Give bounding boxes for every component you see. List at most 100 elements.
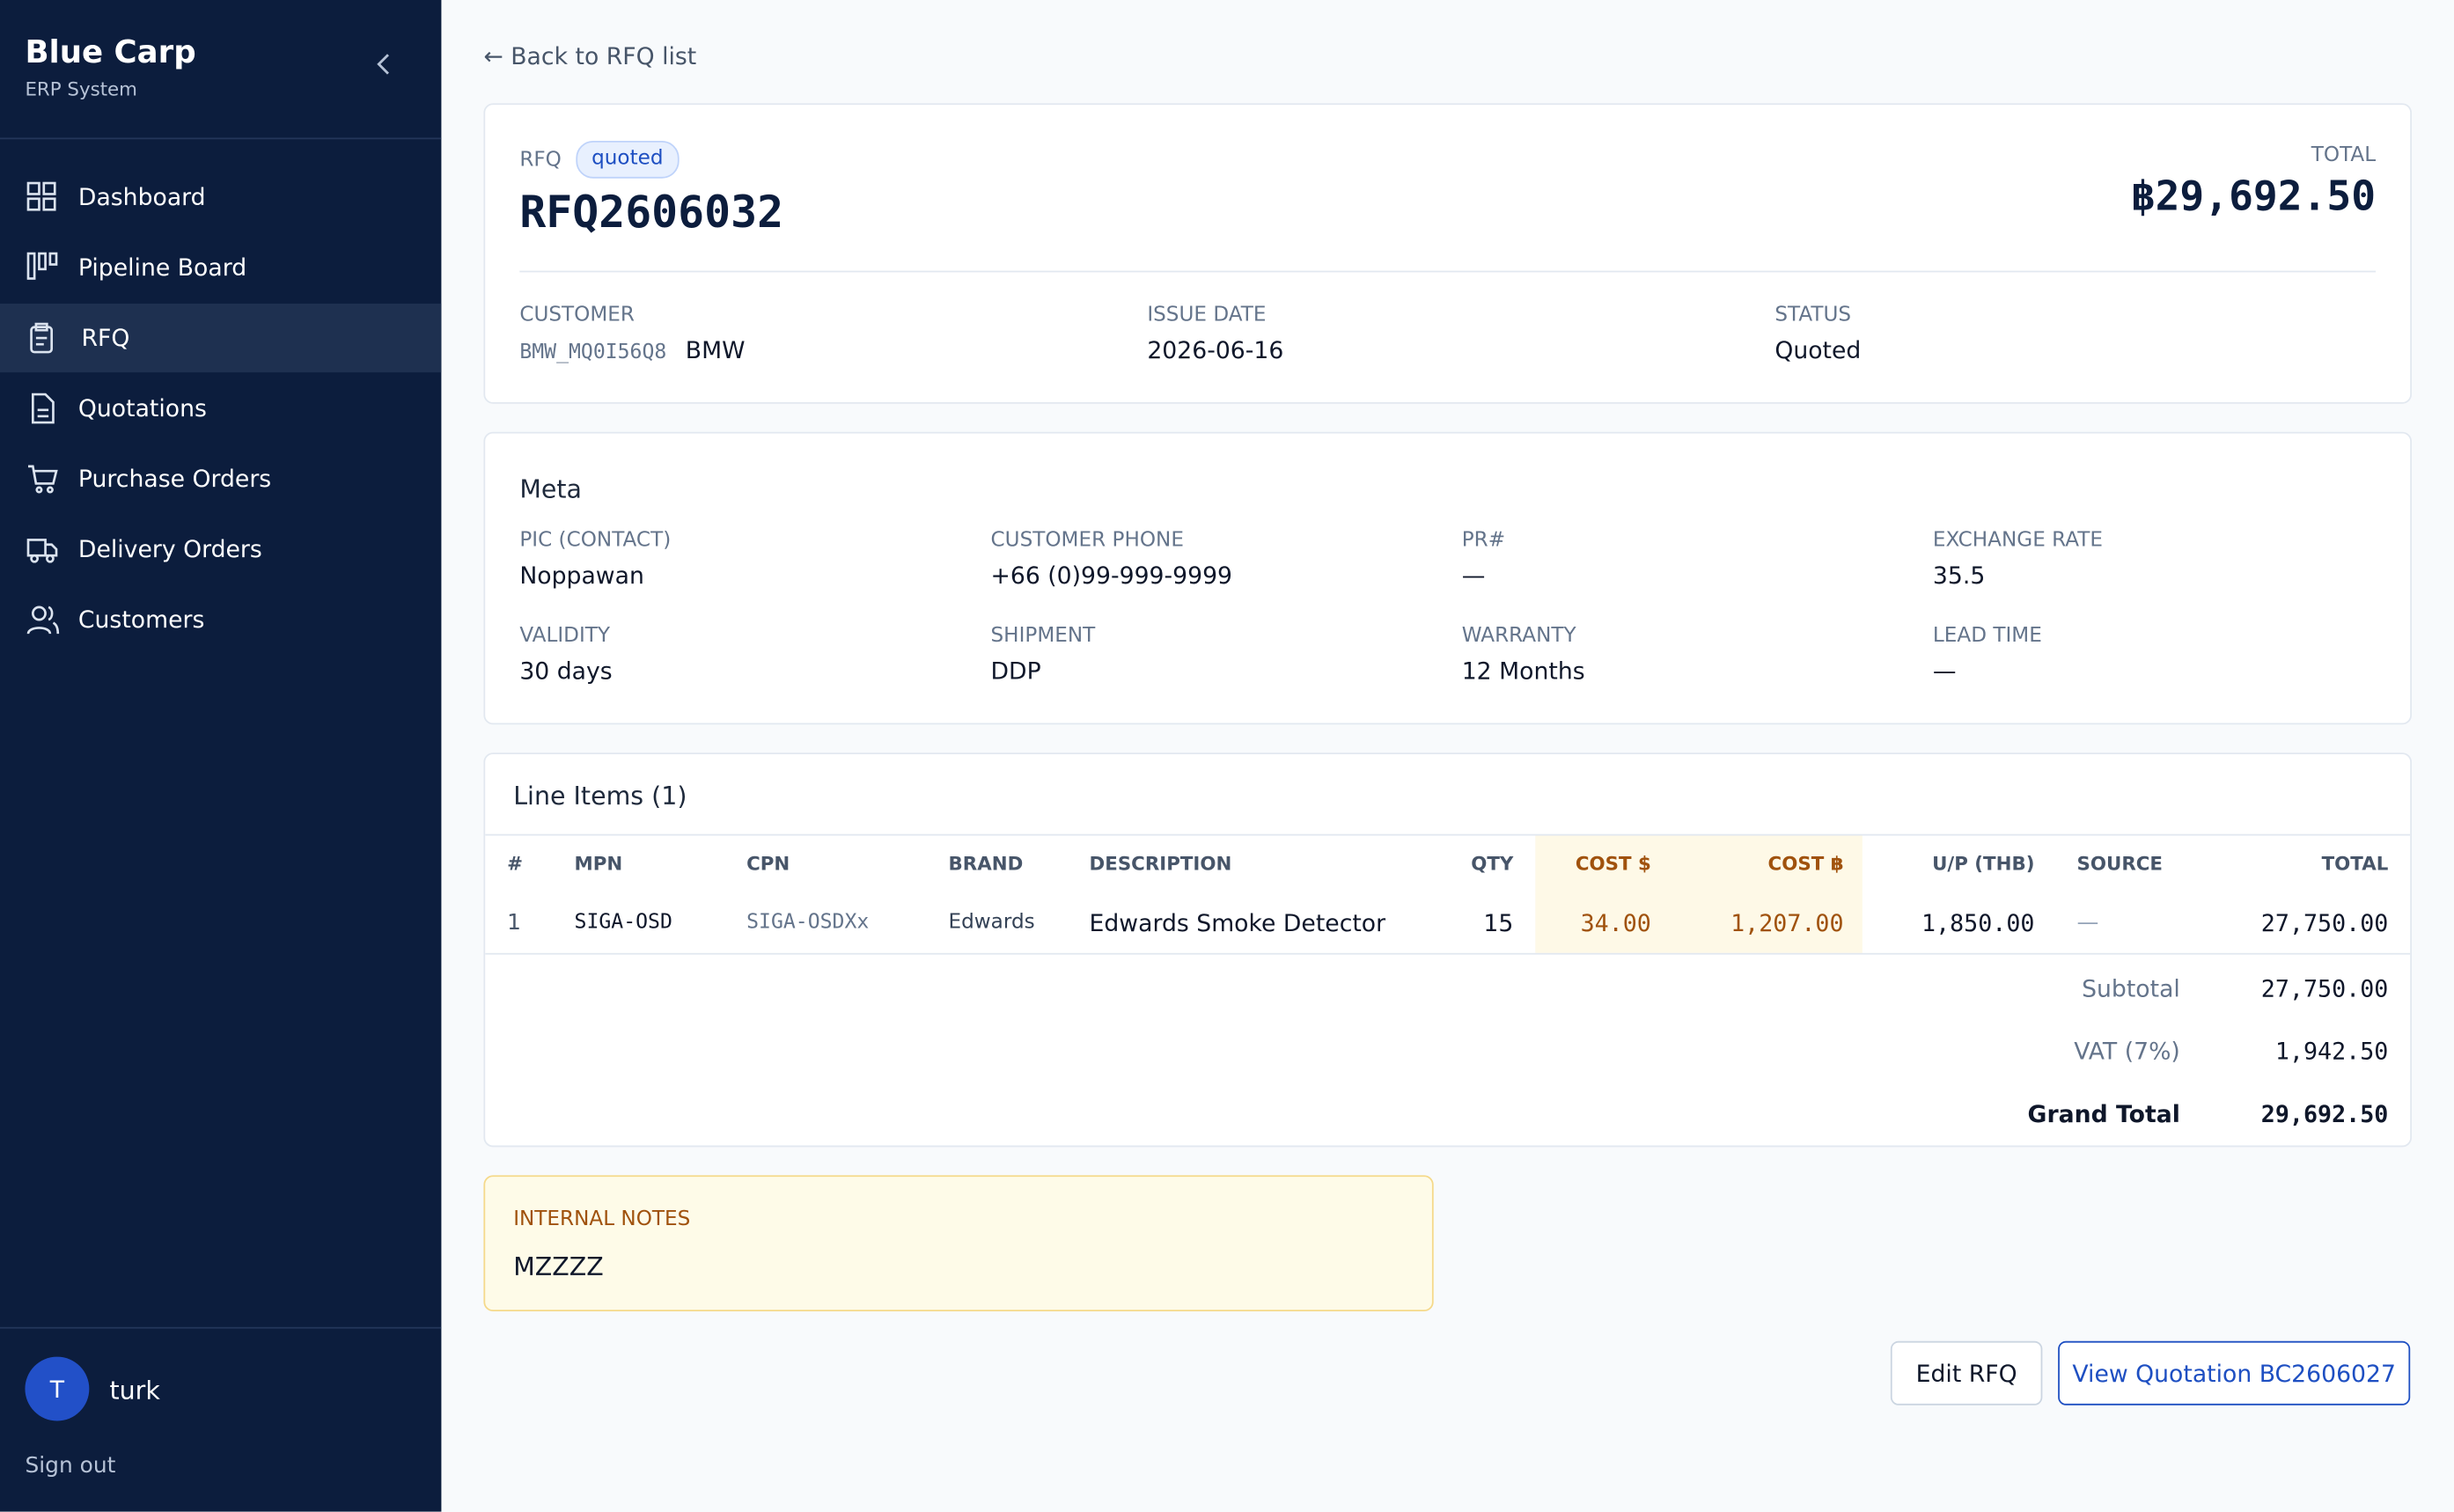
field-value: BMW — [685, 336, 746, 365]
table-cell: Edwards — [948, 910, 1035, 935]
field-value: DDP — [990, 657, 1041, 686]
field-value: Noppawan — [519, 561, 644, 591]
edit-button[interactable]: Edit RFQ — [1890, 1340, 2043, 1406]
summary-value: 27,750.00 — [2260, 974, 2389, 1003]
nav-label[interactable]: RFQ — [81, 324, 130, 353]
brand: Blue Carp — [25, 33, 196, 71]
field-value: 12 Months — [1461, 657, 1585, 686]
table-cell: 15 — [1483, 909, 1514, 938]
field-label: WARRANTY — [1461, 624, 1576, 649]
total-label: TOTAL — [2311, 143, 2377, 168]
table-cell: SIGA-OSDXx — [746, 910, 870, 935]
table-cell: 27,750.00 — [2260, 909, 2389, 938]
nav-icon — [30, 322, 54, 354]
status-badge: quoted — [576, 141, 680, 179]
column-header: QTY — [1471, 853, 1514, 875]
notes-card: INTERNAL NOTES MZZZZ — [483, 1175, 1434, 1312]
meta-title: Meta — [519, 473, 582, 504]
table-cell: 1 — [507, 910, 521, 936]
field-label: STATUS — [1774, 303, 1852, 327]
table-cell: Edwards Smoke Detector — [1089, 909, 1386, 938]
summary-value: 29,692.50 — [2260, 1099, 2389, 1128]
nav-item[interactable]: Pipeline Board — [0, 233, 441, 302]
summary-label: Subtotal — [2082, 974, 2180, 1003]
divider — [485, 952, 2411, 955]
rfq-number: RFQ2606032 — [519, 186, 784, 239]
back-link[interactable]: ← Back to RFQ list — [483, 42, 697, 71]
column-header: CPN — [746, 853, 790, 875]
nav-icon — [32, 393, 55, 424]
notes-text: MZZZZ — [513, 1251, 604, 1282]
column-header: SOURCE — [2076, 853, 2164, 875]
column-header: BRAND — [948, 853, 1024, 875]
column-header: U/P (THB) — [1932, 853, 2035, 875]
nav-label[interactable]: Purchase Orders — [77, 465, 272, 494]
meta-card: Meta PIC (CONTACT) Noppawan CUSTOMER PHONE… — [483, 431, 2412, 725]
customer-code: BMW_MQ0I56Q8 — [519, 341, 667, 365]
divider — [519, 270, 2377, 273]
divider — [0, 137, 442, 140]
nav-item[interactable]: Quotations — [0, 374, 441, 443]
nav-icon — [26, 539, 58, 563]
nav-icon — [26, 252, 58, 280]
table-cell: 1,850.00 — [1921, 909, 2035, 938]
nav-item[interactable]: Customers — [0, 585, 441, 654]
nav-label[interactable]: Customers — [77, 606, 205, 635]
sidebar: Blue Carp ERP System Dashboard Pipeline B… — [0, 0, 442, 1512]
nav-item[interactable]: Purchase Orders — [0, 444, 441, 513]
table-cell: — — [2076, 910, 2099, 936]
column-header: TOTAL — [2321, 853, 2389, 875]
table-cell: SIGA-OSD — [574, 910, 672, 935]
back-link-text[interactable]: Back to RFQ list — [511, 42, 697, 71]
field-value: 35.5 — [1932, 561, 1986, 591]
nav-label[interactable]: Quotations — [77, 394, 207, 423]
nav-icon — [26, 181, 56, 211]
nav-item[interactable]: Delivery Orders — [0, 515, 441, 584]
divider — [485, 833, 2411, 836]
field-label: LEAD TIME — [1932, 624, 2042, 649]
field-value: Quoted — [1774, 336, 1862, 365]
view-quotation-button[interactable]: View Quotation BC2606027 — [2058, 1340, 2411, 1406]
line-items-title: Line Items (1) — [513, 781, 687, 811]
field-value: 30 days — [519, 657, 613, 686]
total-value: ฿29,692.50 — [2130, 173, 2377, 221]
field-value: — — [1461, 561, 1486, 591]
summary-label: VAT (7%) — [2074, 1037, 2180, 1066]
table-cell: 1,207.00 — [1730, 909, 1844, 938]
cost-highlight — [1535, 835, 1863, 953]
column-header: COST $ — [1575, 853, 1651, 875]
field-label: CUSTOMER PHONE — [990, 528, 1184, 553]
summary-value: 1,942.50 — [2274, 1037, 2389, 1066]
nav-icon — [28, 465, 58, 494]
divider — [0, 1326, 442, 1329]
avatar: T — [25, 1356, 90, 1421]
column-header: # — [507, 853, 523, 875]
field-label: PR# — [1461, 528, 1506, 553]
rfq-label: RFQ — [519, 148, 562, 172]
summary-label: Grand Total — [2027, 1099, 2180, 1128]
column-header: COST ฿ — [1767, 853, 1844, 875]
field-label: VALIDITY — [519, 624, 611, 649]
field-label: PIC (CONTACT) — [519, 528, 672, 553]
collapse-button[interactable] — [372, 52, 394, 77]
nav-label[interactable]: Delivery Orders — [77, 535, 262, 564]
field-value: +66 (0)99-999-9999 — [990, 561, 1233, 591]
nav-label[interactable]: Pipeline Board — [77, 253, 247, 283]
user-name: turk — [109, 1375, 160, 1406]
sign-out[interactable]: Sign out — [25, 1453, 116, 1479]
nav-item[interactable]: RFQ — [0, 303, 442, 373]
nav-label[interactable]: Dashboard — [77, 183, 206, 212]
brand-subtitle: ERP System — [25, 77, 137, 100]
field-value: — — [1932, 657, 1957, 686]
column-header: MPN — [574, 853, 623, 875]
field-label: EXCHANGE RATE — [1932, 528, 2104, 553]
column-header: DESCRIPTION — [1089, 853, 1232, 875]
table-cell: 34.00 — [1580, 909, 1651, 938]
field-label: ISSUE DATE — [1147, 303, 1267, 327]
header-card: RFQ quoted RFQ2606032 TOTAL ฿29,692.50 C… — [483, 103, 2412, 404]
field-label: SHIPMENT — [990, 624, 1096, 649]
line-items-card: Line Items (1) # MPN CPN BRAND DESCRIPTION QT… — [483, 752, 2412, 1148]
nav-item[interactable]: Dashboard — [0, 163, 441, 231]
